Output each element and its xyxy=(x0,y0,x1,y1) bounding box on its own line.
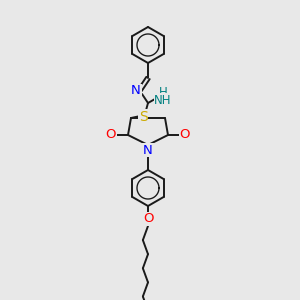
Text: N: N xyxy=(131,85,141,98)
Text: S: S xyxy=(139,110,147,124)
Text: N: N xyxy=(143,143,153,157)
Text: NH: NH xyxy=(154,94,172,106)
Text: O: O xyxy=(180,128,190,140)
Text: O: O xyxy=(106,128,116,140)
Text: H: H xyxy=(159,85,167,98)
Text: O: O xyxy=(143,212,153,226)
